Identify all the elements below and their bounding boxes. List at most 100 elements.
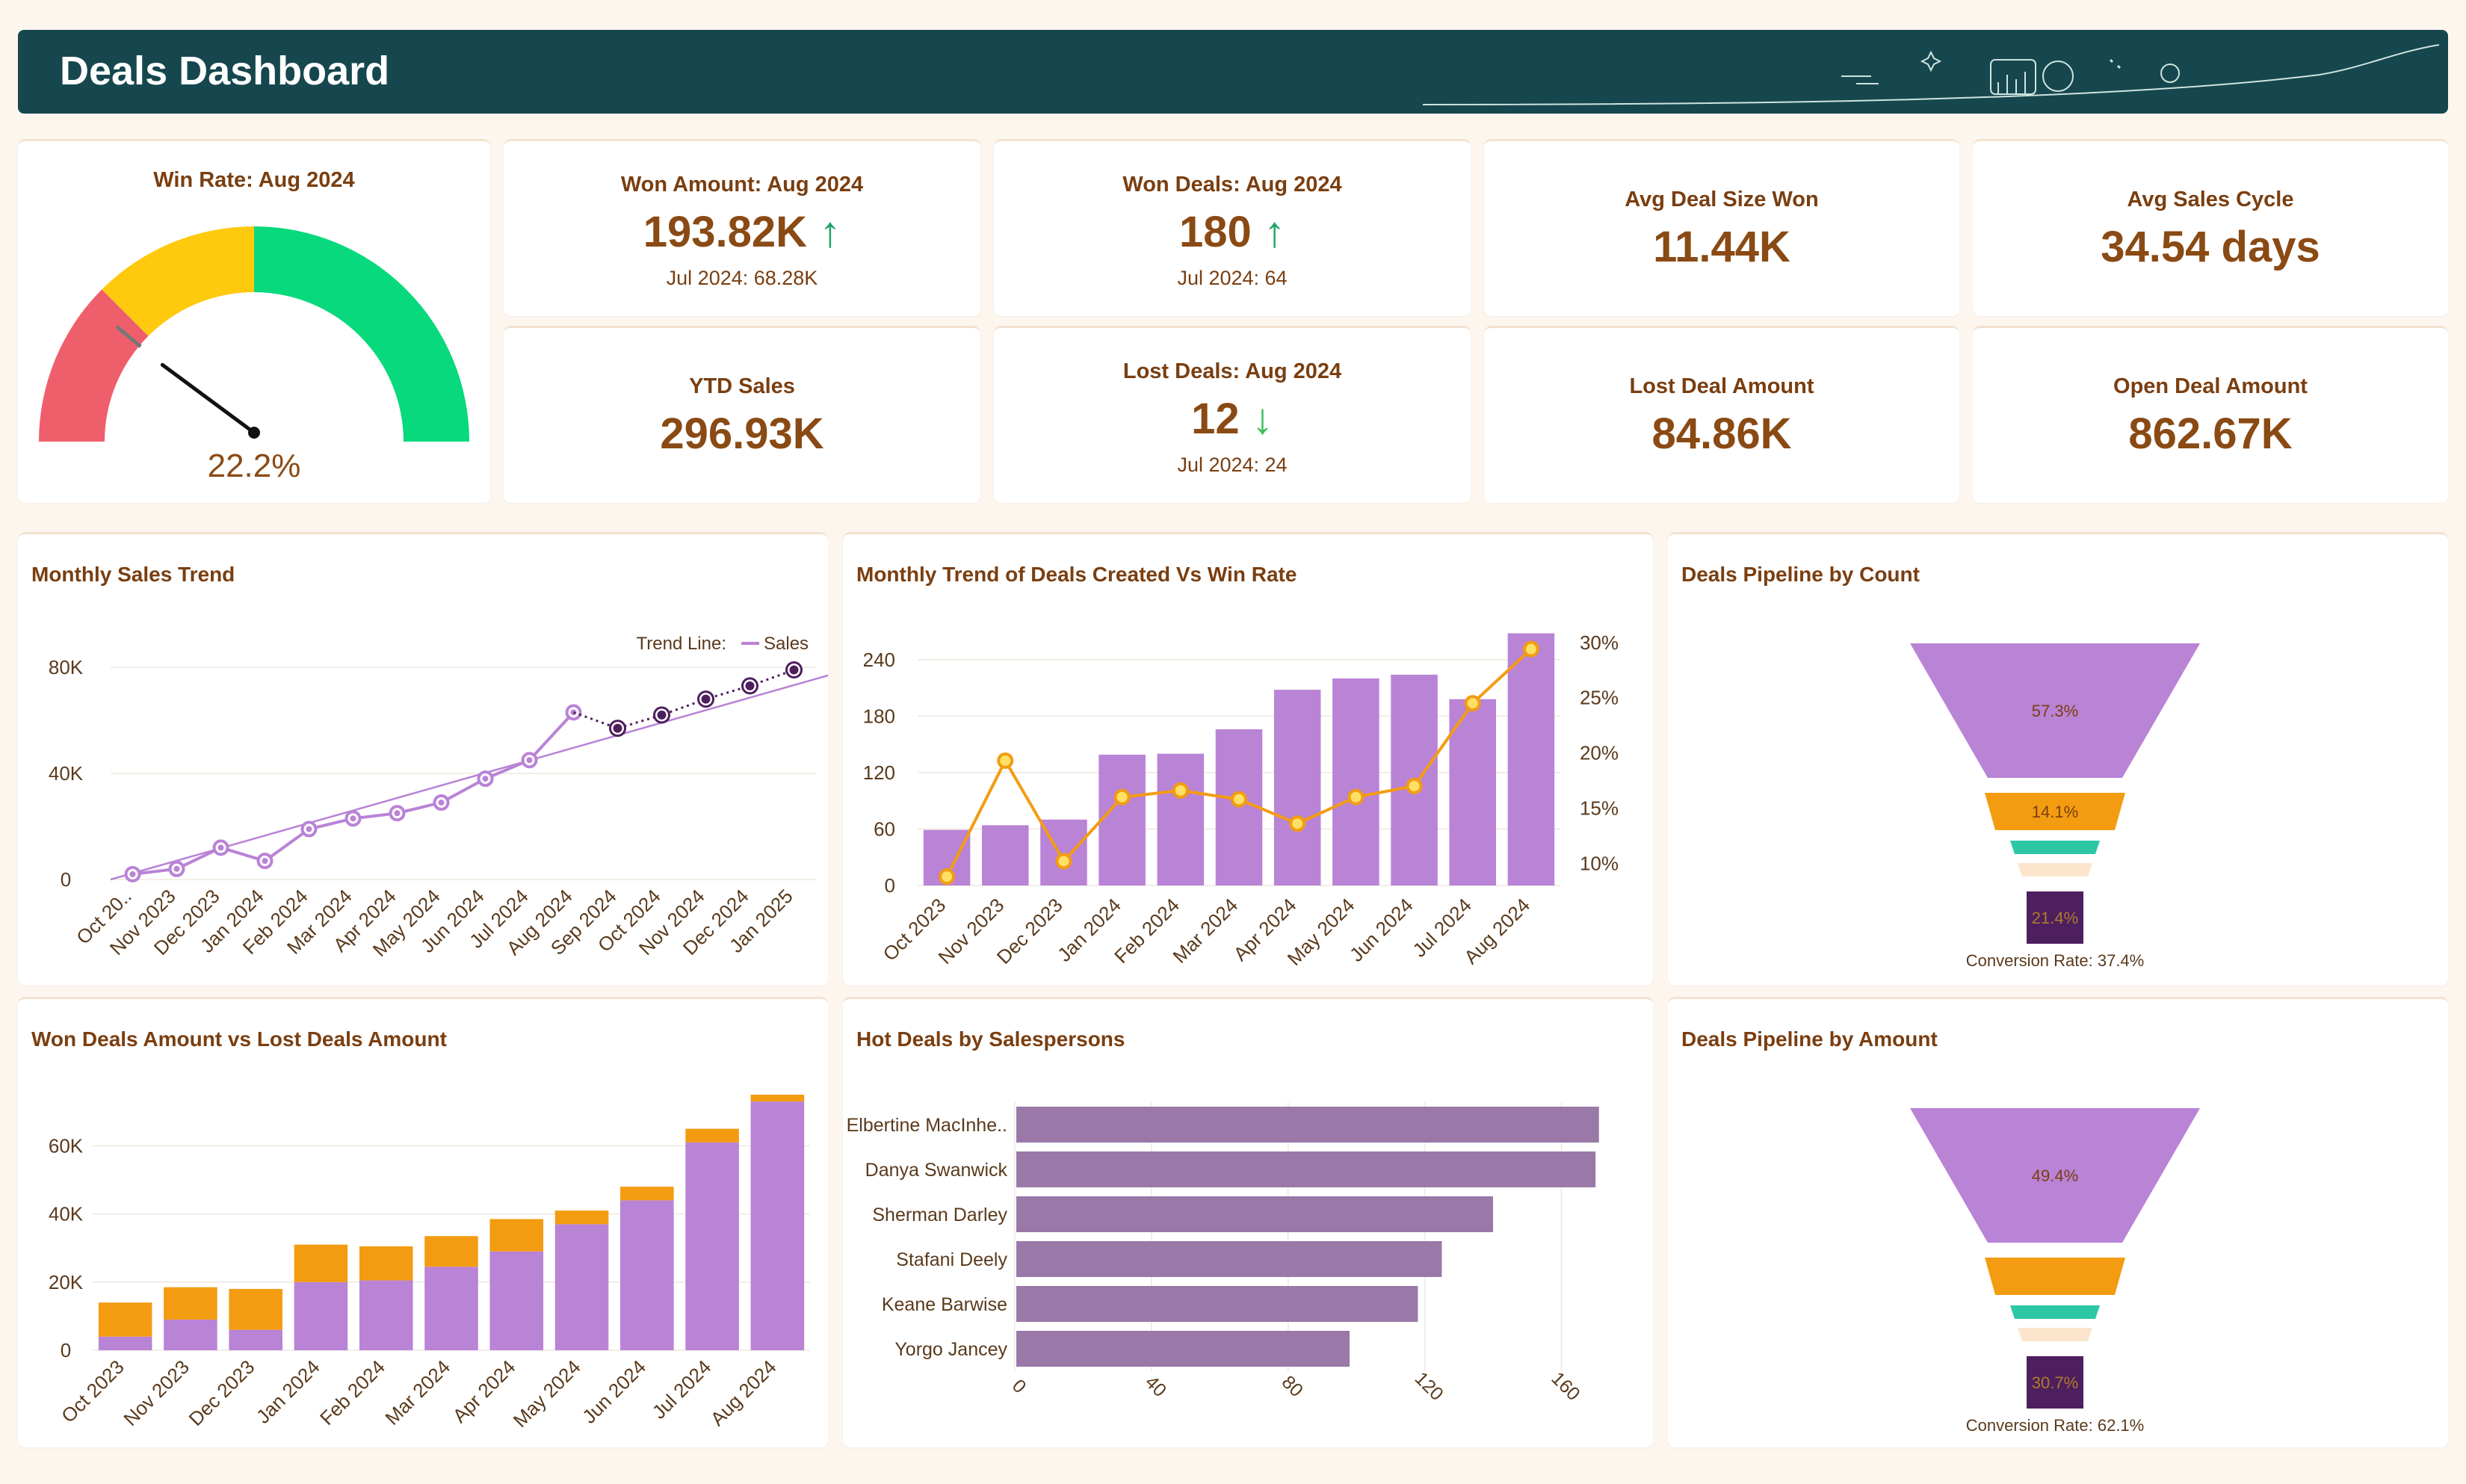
arrow-down-icon: ↓ (1251, 395, 1273, 443)
win-rate-point (1406, 777, 1423, 794)
deals-bar (1098, 754, 1146, 885)
kpi-title: Lost Deal Amount (1629, 374, 1814, 398)
y-tick-label: 60 (874, 817, 895, 840)
funnel-stage (1985, 1258, 2125, 1295)
deals-bar (1040, 819, 1087, 885)
kpi-value: 12 ↓ (994, 394, 1471, 444)
funnel-stage-label: 57.3% (2032, 702, 2078, 720)
chart-title: Deals Pipeline by Amount (1681, 1027, 1938, 1051)
salesperson-label: Elbertine MacInhe.. (847, 1115, 1007, 1136)
funnel-stage (2018, 1328, 2092, 1341)
y2-tick-label: 10% (1580, 852, 1619, 874)
forecast-point-core (745, 681, 755, 690)
won-bar (229, 1329, 282, 1350)
funnel-stage (1985, 793, 2125, 830)
y2-tick-label: 15% (1580, 797, 1619, 820)
y-tick-label: 40K (49, 762, 84, 785)
x-tick-label: Jun 2024 (578, 1355, 650, 1428)
sales-point-core (262, 858, 268, 865)
win-rate-point (1113, 788, 1131, 806)
hot-deals-card: Hot Deals by Salespersons Elbertine MacI… (843, 997, 1653, 1447)
y-tick-label: 0 (61, 1339, 71, 1361)
won-bar (489, 1251, 544, 1350)
salesperson-label: Danya Swanwick (865, 1160, 1008, 1181)
win-rate-point (1172, 782, 1189, 799)
kpi-title: Won Deals: Aug 2024 (1122, 173, 1342, 197)
y-tick-label: 0 (61, 868, 71, 891)
kpi-lost-deals: Lost Deals: Aug 2024 12 ↓ Jul 2024: 24 (994, 326, 1471, 503)
monthly-sales-trend-card: Monthly Sales Trend 0 40K 80K Trend Line: Sa… (18, 532, 828, 986)
forecast-point-core (701, 694, 711, 704)
chart-title: Deals Pipeline by Count (1681, 563, 1920, 586)
win-rate-point (1231, 791, 1247, 808)
won-bar (554, 1224, 609, 1350)
y2-tick-label: 30% (1580, 631, 1619, 654)
x-tick-label: Jun 2024 (1345, 894, 1418, 966)
lost-bar (164, 1287, 217, 1320)
lost-bar (424, 1236, 478, 1267)
x-tick-label: 0 (1008, 1376, 1030, 1398)
x-tick-label: Jul 2024 (648, 1355, 716, 1423)
sales-point-core (129, 871, 136, 877)
funnel-stage (1910, 643, 2200, 778)
y-tick-label: 240 (863, 649, 895, 671)
won-bar (98, 1336, 152, 1350)
won-bar (359, 1280, 413, 1350)
funnel-stage (2010, 1305, 2100, 1319)
dashboard-header: Deals Dashboard (18, 30, 2448, 114)
kpi-lost-deal-amount: Lost Deal Amount 84.86K (1484, 326, 1959, 503)
y-tick-label: 0 (885, 874, 895, 897)
kpi-avg-sales-cycle: Avg Sales Cycle 34.54 days (1973, 139, 2448, 316)
sales-point-core (350, 815, 356, 822)
forecast-point-core (657, 710, 667, 720)
header-decoration-icon (1422, 44, 2440, 105)
kpi-title: Open Deal Amount (2113, 374, 2308, 398)
arrow-up-icon: ↑ (819, 208, 841, 256)
gauge-marker (115, 324, 142, 348)
forecast-line (572, 669, 795, 730)
hot-deal-bar (1016, 1241, 1442, 1277)
x-tick-label: 80 (1278, 1372, 1307, 1401)
pipeline-amount-card: Deals Pipeline by Amount 49.4% 30.7% Conve… (1668, 997, 2448, 1447)
deals-bar (1332, 678, 1379, 885)
sales-point-core (526, 757, 533, 764)
win-rate-point (1347, 788, 1365, 806)
y2-tick-label: 20% (1580, 742, 1619, 764)
y-tick-label: 40K (49, 1203, 84, 1225)
deals-bar (1507, 633, 1555, 885)
hot-deals-chart: Elbertine MacInhe.. Danya Swanwick Sherman… (847, 1102, 1599, 1405)
salesperson-label: Sherman Darley (872, 1205, 1007, 1225)
funnel-stage (2027, 1356, 2083, 1409)
deals-vs-winrate-card: Monthly Trend of Deals Created Vs Win Ra… (843, 532, 1653, 986)
x-tick-label: 160 (1547, 1368, 1583, 1405)
win-rate-point (997, 752, 1014, 769)
funnel-stage (2018, 863, 2092, 877)
lost-bar (98, 1302, 152, 1337)
kpi-value: 862.67K (2128, 409, 2293, 458)
win-rate-point (1055, 853, 1072, 870)
chart-title: Hot Deals by Salespersons (856, 1027, 1125, 1051)
win-rate-gauge-card: Win Rate: Aug 2024 22.2% (18, 139, 490, 503)
funnel-stage (1910, 1108, 2200, 1243)
won-bar (685, 1142, 739, 1350)
x-tick-label: Feb 2024 (315, 1355, 389, 1429)
chart-title: Won Deals Amount vs Lost Deals Amount (31, 1027, 447, 1051)
x-tick-label: Aug 2024 (706, 1355, 781, 1430)
lost-bar (489, 1219, 544, 1252)
deals-bar (982, 825, 1029, 885)
y-tick-label: 60K (49, 1134, 84, 1157)
kpi-ytd-sales: YTD Sales 296.93K (504, 326, 980, 503)
gauge-value: 22.2% (207, 448, 301, 484)
kpi-comparison: Jul 2024: 64 (1177, 267, 1288, 289)
gauge-title: Win Rate: Aug 2024 (153, 168, 355, 192)
kpi-comparison: Jul 2024: 24 (1177, 454, 1288, 476)
funnel-stage (2027, 891, 2083, 944)
win-rate-point (1522, 640, 1539, 658)
kpi-value: 34.54 days (2101, 223, 2320, 271)
y-tick-label: 120 (863, 761, 895, 784)
hot-deal-bar (1016, 1107, 1599, 1143)
x-tick-label: Jan 2024 (252, 1355, 324, 1428)
